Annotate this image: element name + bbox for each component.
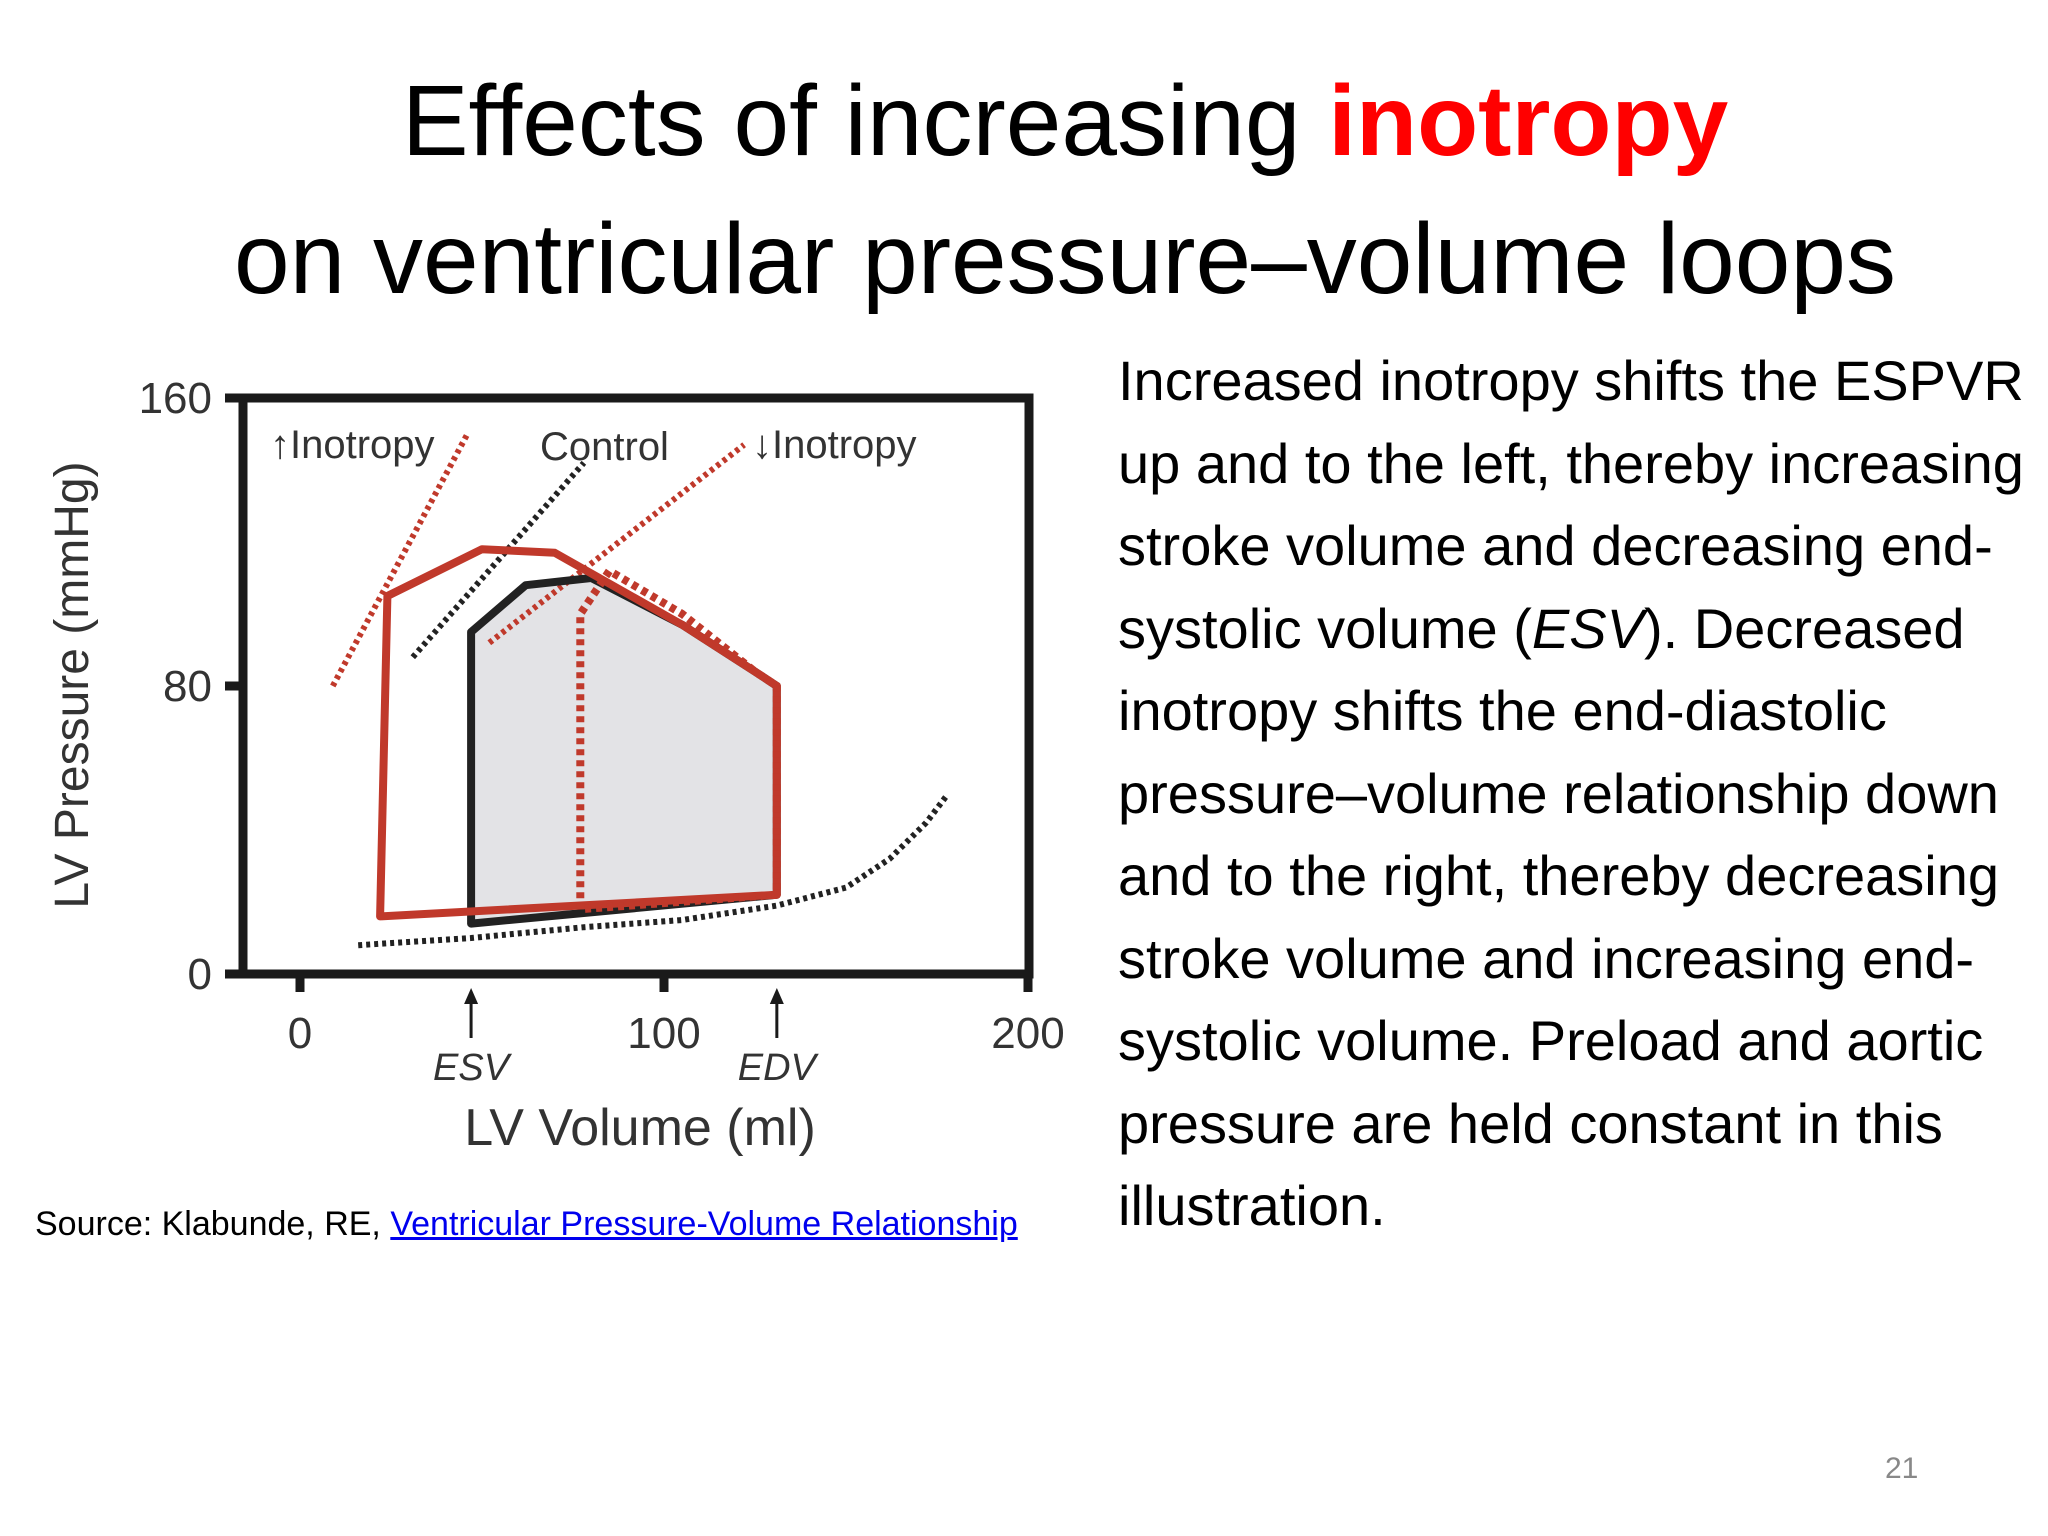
y-axis-label: LV Pressure (mmHg) [46,461,99,908]
espvr-line-0 [330,432,471,688]
marker-label-0: ESV [433,1047,513,1089]
label-increased-inotropy: ↑Inotropy [270,423,435,467]
pv-loop-figure: ↑Inotropy Control ↓Inotropy LV Pressure … [0,340,1100,1200]
slide-title: Effects of increasing inotropy on ventric… [0,52,2048,328]
explanation-part2: ). Decreased inotropy shifts the end-dia… [1118,596,2000,1238]
axes-ticks: 0 100 200 0 80 160 ESV EDV [139,374,1065,1089]
source-link[interactable]: Ventricular Pressure-Volume Relationship [390,1205,1018,1243]
title-accent: inotropy [1328,65,1729,177]
y-tick-label-2: 160 [139,374,212,423]
control-loop-fill [471,578,777,924]
marker-label-1: EDV [738,1047,820,1089]
explanation-text: Increased inotropy shifts the ESPVR up a… [1118,340,2043,1248]
pv-loop-1 [376,545,781,921]
pv-loop-2 [576,566,781,914]
x-tick-label-2: 200 [991,1009,1064,1058]
edpvr-curve [358,792,951,949]
marker-arrow-head-1 [769,988,784,1004]
label-control: Control [540,425,669,469]
espvr-line-2 [487,442,746,646]
x-axis-label: LV Volume (ml) [464,1099,816,1157]
title-line2: on ventricular pressure–volume loops [234,203,1896,315]
y-tick-label-1: 80 [163,662,212,711]
title-part1: Effects of increasing [401,65,1329,177]
explanation-part1: Increased inotropy shifts the ESPVR up a… [1118,349,2024,660]
source-prefix: Source: Klabunde, RE, [35,1205,391,1243]
source-citation: Source: Klabunde, RE, Ventricular Pressu… [35,1202,1018,1246]
x-tick-label-0: 0 [288,1009,312,1058]
label-decreased-inotropy: ↓Inotropy [752,423,917,467]
x-tick-label-1: 100 [627,1009,700,1058]
pv-loop-chart: ↑Inotropy Control ↓Inotropy LV Pressure … [46,374,1065,1157]
marker-arrow-head-0 [464,988,479,1004]
explanation-esv: ESV [1531,596,1644,660]
page-number: 21 [1885,1452,1919,1485]
y-tick-label-0: 0 [188,950,212,999]
plot-layer [330,432,951,949]
espvr-line-1 [410,460,587,660]
